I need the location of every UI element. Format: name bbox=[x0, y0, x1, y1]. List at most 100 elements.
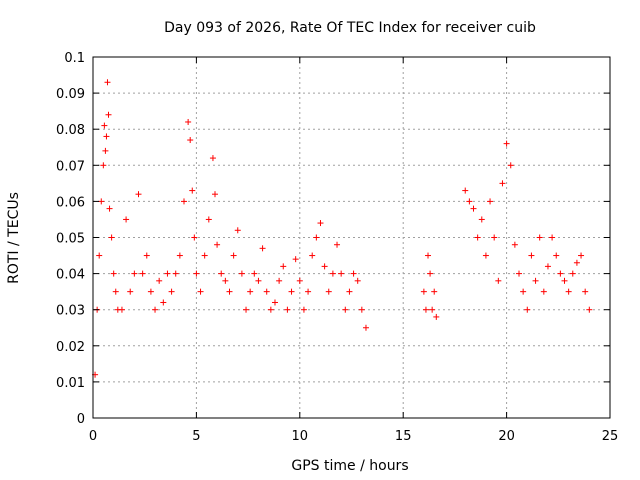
data-point bbox=[201, 252, 208, 259]
data-point bbox=[98, 198, 105, 205]
data-point bbox=[112, 288, 119, 295]
data-point bbox=[329, 270, 336, 277]
data-point bbox=[96, 252, 103, 259]
y-tick-label: 0.03 bbox=[56, 304, 85, 319]
data-point bbox=[230, 252, 237, 259]
data-point bbox=[271, 299, 278, 306]
data-point bbox=[536, 234, 543, 241]
y-tick-label: 0.07 bbox=[56, 159, 85, 174]
data-point bbox=[325, 288, 332, 295]
data-point bbox=[222, 277, 229, 284]
data-point bbox=[209, 155, 216, 162]
data-point bbox=[101, 122, 108, 129]
data-point bbox=[338, 270, 345, 277]
y-tick-label: 0.09 bbox=[56, 87, 85, 102]
data-point bbox=[503, 140, 510, 147]
data-point bbox=[284, 306, 291, 313]
data-point bbox=[226, 288, 233, 295]
data-point bbox=[205, 216, 212, 223]
data-point bbox=[425, 252, 432, 259]
data-point bbox=[139, 270, 146, 277]
data-point bbox=[420, 288, 427, 295]
x-tick-label: 15 bbox=[395, 429, 412, 444]
data-point bbox=[267, 306, 274, 313]
data-point bbox=[561, 277, 568, 284]
data-point bbox=[243, 306, 250, 313]
data-point bbox=[187, 137, 194, 144]
data-point bbox=[212, 191, 219, 198]
data-point bbox=[296, 277, 303, 284]
data-point bbox=[247, 288, 254, 295]
data-point bbox=[234, 227, 241, 234]
data-point bbox=[152, 306, 159, 313]
data-point bbox=[553, 252, 560, 259]
data-point bbox=[255, 277, 262, 284]
data-point bbox=[429, 306, 436, 313]
data-point bbox=[102, 147, 109, 154]
data-point bbox=[516, 270, 523, 277]
data-point bbox=[569, 270, 576, 277]
data-point bbox=[147, 288, 154, 295]
data-point bbox=[288, 288, 295, 295]
data-point bbox=[103, 133, 110, 140]
data-point bbox=[582, 288, 589, 295]
y-tick-label: 0.05 bbox=[56, 232, 85, 247]
data-point bbox=[540, 288, 547, 295]
data-point bbox=[127, 288, 134, 295]
data-point bbox=[176, 252, 183, 259]
data-point bbox=[135, 191, 142, 198]
data-point bbox=[110, 270, 117, 277]
data-point bbox=[342, 306, 349, 313]
data-point bbox=[276, 277, 283, 284]
data-point bbox=[317, 220, 324, 227]
data-point bbox=[520, 288, 527, 295]
data-point bbox=[511, 241, 518, 248]
x-tick-label: 25 bbox=[602, 429, 619, 444]
grid-layer bbox=[93, 57, 610, 418]
data-point bbox=[309, 252, 316, 259]
data-point bbox=[427, 270, 434, 277]
data-point bbox=[118, 306, 125, 313]
y-tick-label: 0.08 bbox=[56, 123, 85, 138]
x-axis-title: GPS time / hours bbox=[291, 458, 408, 474]
data-point bbox=[507, 162, 514, 169]
plot-frame bbox=[92, 56, 611, 419]
data-point bbox=[358, 306, 365, 313]
data-point bbox=[557, 270, 564, 277]
data-point bbox=[191, 234, 198, 241]
data-point bbox=[168, 288, 175, 295]
data-point bbox=[100, 162, 107, 169]
data-point bbox=[131, 270, 138, 277]
data-point bbox=[180, 198, 187, 205]
data-point bbox=[321, 263, 328, 270]
y-axis-title: ROTI / TECUs bbox=[6, 192, 22, 284]
data-point bbox=[578, 252, 585, 259]
data-point bbox=[305, 288, 312, 295]
data-point bbox=[528, 252, 535, 259]
data-point bbox=[156, 277, 163, 284]
data-point bbox=[474, 234, 481, 241]
data-point bbox=[491, 234, 498, 241]
data-point bbox=[524, 306, 531, 313]
data-point bbox=[280, 263, 287, 270]
data-point bbox=[105, 111, 112, 118]
data-point bbox=[292, 256, 299, 263]
x-tick-label: 5 bbox=[192, 429, 200, 444]
y-tick-label: 0.06 bbox=[56, 195, 85, 210]
data-point bbox=[431, 288, 438, 295]
data-point bbox=[586, 306, 593, 313]
y-tick-label: 0.02 bbox=[56, 340, 85, 355]
data-point bbox=[143, 252, 150, 259]
data-point bbox=[433, 313, 440, 320]
data-point bbox=[565, 288, 572, 295]
data-point bbox=[160, 299, 167, 306]
data-point bbox=[487, 198, 494, 205]
data-point bbox=[108, 234, 115, 241]
y-tick-label: 0 bbox=[77, 412, 85, 427]
chart-title: Day 093 of 2026, Rate Of TEC Index for r… bbox=[164, 20, 536, 36]
x-tick-label: 20 bbox=[498, 429, 515, 444]
axes-layer: 0 5 10 15 20 25 0 0.01 0.02 0.03 0.04 0.05 0.06 0.07 0… bbox=[56, 51, 618, 444]
data-point bbox=[238, 270, 245, 277]
data-point bbox=[214, 241, 221, 248]
